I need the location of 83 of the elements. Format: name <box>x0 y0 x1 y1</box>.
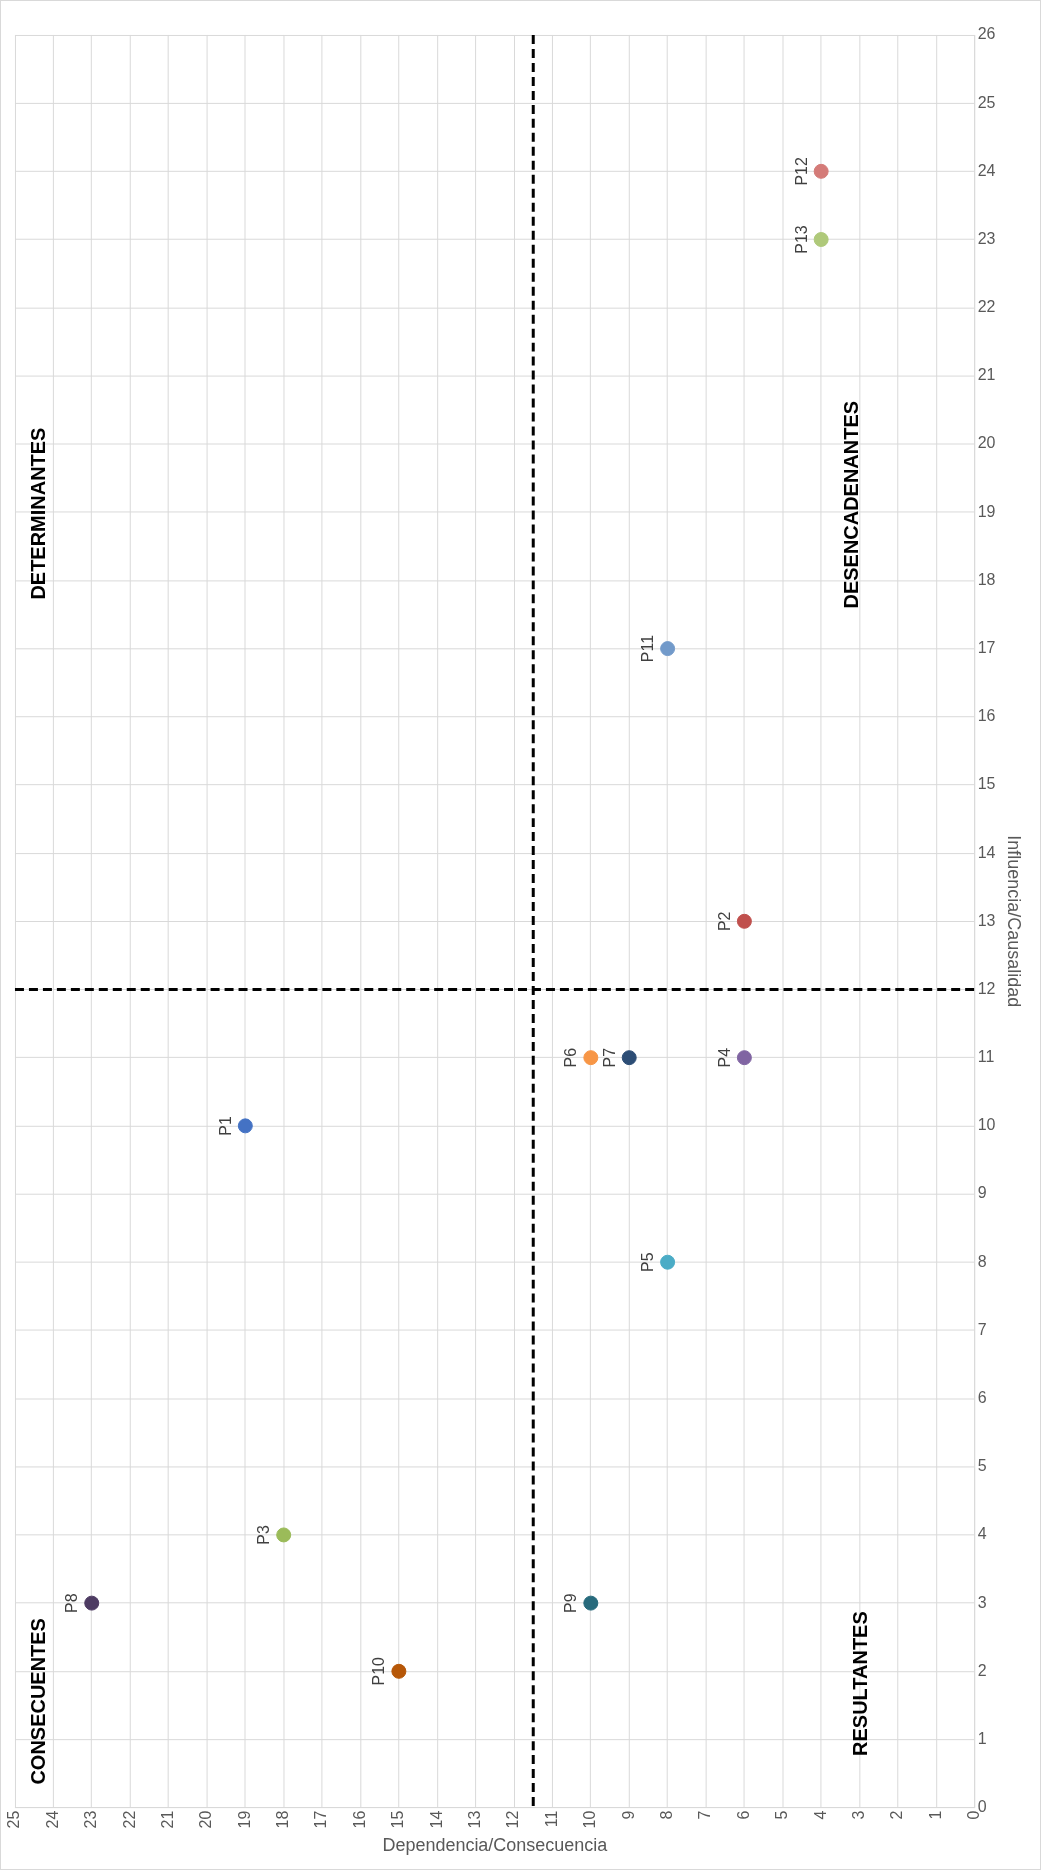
text: P8 <box>63 1593 81 1613</box>
y-tick-label: 1 <box>977 1729 987 1747</box>
x-tick-label: 3 <box>849 1810 867 1820</box>
y-tick-label: 11 <box>977 1048 995 1066</box>
x-tick-label: 21 <box>158 1810 176 1829</box>
x-tick-label: 2 <box>888 1810 906 1820</box>
x-tick-label: 7 <box>696 1810 714 1820</box>
annotation: CONSECUENTES <box>26 1618 49 1785</box>
x-tick-label: 15 <box>389 1810 407 1829</box>
y-tick-label: 19 <box>977 502 996 520</box>
point <box>84 1595 100 1611</box>
point <box>736 1050 752 1066</box>
y-tick-label: 7 <box>977 1320 987 1338</box>
x-tick-label: 9 <box>619 1810 637 1820</box>
x-tick-label: 11 <box>542 1810 560 1828</box>
y-tick-label: 10 <box>977 1116 996 1134</box>
x-tick-label: 1 <box>926 1810 944 1820</box>
x-tick-label: 19 <box>235 1810 253 1829</box>
text: P13 <box>792 225 810 254</box>
text: P12 <box>792 157 810 186</box>
x-tick-label: 17 <box>312 1810 330 1829</box>
x-tick-label: 6 <box>734 1810 752 1820</box>
y-tick-label: 26 <box>977 25 996 43</box>
x-tick-label: 4 <box>811 1810 829 1820</box>
text: P2 <box>715 911 733 932</box>
y-tick-label: 20 <box>977 434 996 452</box>
text: P9 <box>562 1593 580 1613</box>
text: P6 <box>562 1047 580 1068</box>
point <box>583 1050 599 1066</box>
text: P1 <box>216 1115 234 1136</box>
annotation: RESULTANTES <box>849 1611 872 1756</box>
y-tick-label: 12 <box>977 979 996 997</box>
x-tick-label: 16 <box>350 1810 368 1829</box>
x-tick-label: 13 <box>466 1810 484 1829</box>
y-tick-label: 4 <box>977 1525 987 1543</box>
x-tick-label: 23 <box>82 1810 100 1829</box>
y-tick-label: 5 <box>977 1457 987 1475</box>
y-tick-label: 14 <box>977 843 996 861</box>
text: P7 <box>600 1047 618 1068</box>
y-tick-label: 13 <box>977 911 996 929</box>
point <box>237 1118 253 1134</box>
x-tick-label: 8 <box>658 1810 675 1820</box>
y-tick-label: 23 <box>977 229 996 247</box>
text: P11 <box>639 634 657 663</box>
y-tick-label: 2 <box>977 1661 987 1679</box>
annotation: DESENCADENANTES <box>839 400 862 609</box>
x-tick-label: 25 <box>5 1810 23 1829</box>
y-tick-label: 22 <box>977 298 996 316</box>
x-tick-label: 10 <box>581 1810 599 1829</box>
x-tick-label: 14 <box>427 1810 445 1829</box>
y-tick-label: 15 <box>977 775 996 793</box>
y-tick-label: 8 <box>977 1252 987 1270</box>
point <box>660 1254 676 1270</box>
point <box>583 1595 599 1611</box>
y-tick-label: 24 <box>977 161 996 179</box>
x-tick-label: 12 <box>504 1810 522 1829</box>
y-tick-label: 6 <box>977 1388 987 1406</box>
y-tick-label: 3 <box>977 1593 987 1611</box>
point <box>813 163 829 179</box>
text: P5 <box>639 1252 657 1272</box>
point <box>276 1527 292 1543</box>
y-tick-label: 9 <box>977 1184 987 1202</box>
y-tick-label: 17 <box>977 638 996 656</box>
x-tick-label: 18 <box>274 1810 292 1829</box>
point <box>660 641 676 657</box>
x-tick-label: 5 <box>773 1810 791 1820</box>
x-tick-label: 20 <box>197 1810 215 1829</box>
point <box>621 1050 637 1066</box>
y-tick-label: 18 <box>977 570 996 588</box>
point <box>736 913 752 929</box>
text: P3 <box>255 1525 273 1545</box>
x-tick-label: 22 <box>120 1810 138 1829</box>
y-tick-label: 16 <box>977 707 996 725</box>
x-tick-label: 24 <box>43 1810 61 1829</box>
y-axis-title: Influencia/Causalidad <box>1004 835 1025 1008</box>
text: P4 <box>715 1047 733 1068</box>
y-tick-label: 21 <box>977 366 996 384</box>
point <box>391 1663 407 1679</box>
annotation: DETERMINANTES <box>26 427 49 600</box>
text: P10 <box>370 1656 388 1686</box>
x-axis-title: Dependencia/Consecuencia <box>382 1835 608 1856</box>
point <box>813 232 829 247</box>
y-tick-label: 25 <box>977 93 996 111</box>
